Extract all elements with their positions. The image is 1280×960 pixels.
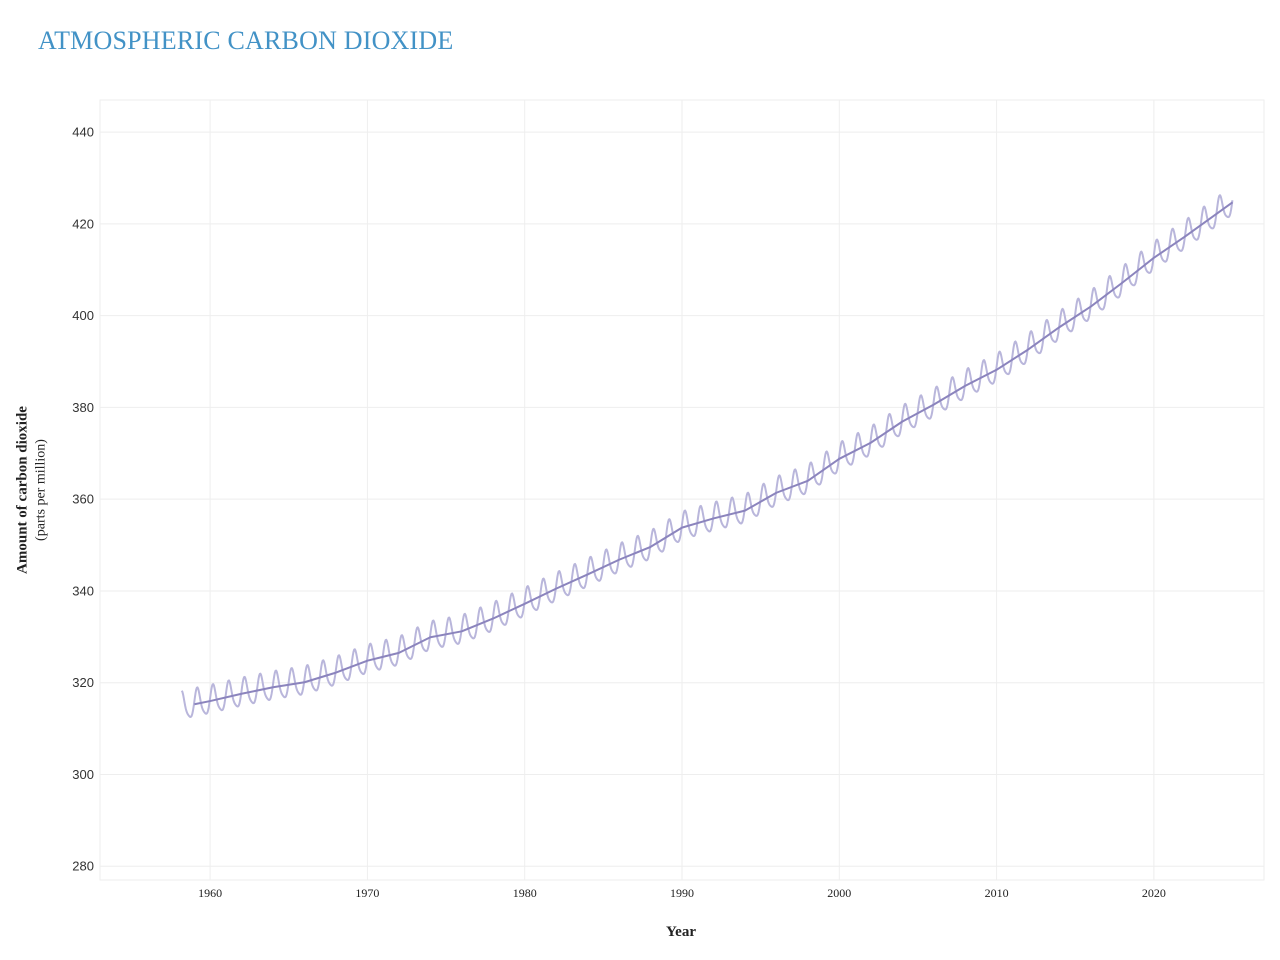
trend-co2-line [194,201,1234,706]
y-tick-label-360: 360 [72,492,94,507]
y-tick-label-440: 440 [72,125,94,140]
y-tick-label-400: 400 [72,308,94,323]
y-tick-label-280: 280 [72,859,94,874]
x-tick-label-1970: 1970 [355,886,379,900]
y-tick-label-420: 420 [72,216,94,231]
y-tick-label-340: 340 [72,583,94,598]
axis-ticks: 280 300 320 340 360 380 400 420 440 1960 1970 1980 1… [72,125,1166,900]
x-tick-label-1960: 1960 [198,886,222,900]
y-tick-label-380: 380 [72,400,94,415]
chart-title: ATMOSPHERIC CARBON DIOXIDE [38,26,454,55]
x-axis-label: Year [666,924,696,940]
y-tick-label-300: 300 [72,767,94,782]
x-tick-label-2020: 2020 [1142,886,1166,900]
x-tick-label-2000: 2000 [827,886,851,900]
x-tick-label-1980: 1980 [513,886,537,900]
x-tick-label-1990: 1990 [670,886,694,900]
series-lines [180,194,1234,718]
y-tick-label-320: 320 [72,675,94,690]
x-tick-label-2010: 2010 [985,886,1009,900]
grid [99,99,1265,881]
monthly-co2-line [180,194,1234,718]
